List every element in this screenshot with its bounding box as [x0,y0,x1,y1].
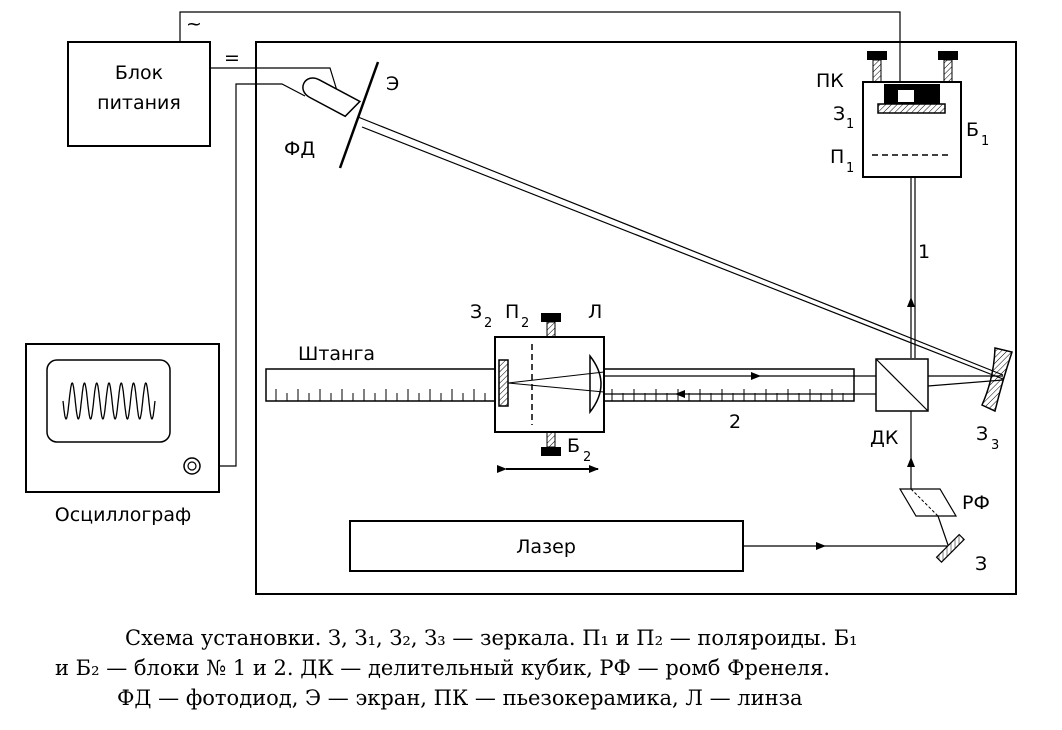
caption-line-3: ФД — фотодиод, Э — экран, ПК — пьезокера… [117,686,803,710]
mirror-1-element [877,103,946,114]
laser-label: Лазер [516,536,576,558]
photodiode-label: ФД [284,138,315,160]
photodiode [302,77,362,118]
rod-label: Штанга [298,343,375,365]
ac-symbol: ~ [186,13,202,35]
polarizer-1-label: П [830,146,844,168]
return-beam-b [361,126,1004,380]
screen-label: Э [386,73,399,95]
block-2-label: Б [567,435,580,457]
polarizer-2-sub: 2 [521,316,529,331]
mirror-3-sub: 3 [991,438,999,453]
oscilloscope-label: Осциллограф [55,504,192,526]
laser: Лазер [349,520,744,572]
block-1 [862,51,962,178]
oscilloscope-screen [46,359,171,443]
beam-cube [875,358,929,412]
block-1-sub: 1 [981,134,989,149]
beam-1-label: 1 [918,241,930,263]
mirror-2-element [498,359,509,407]
oscilloscope-waveform [62,382,156,420]
screen [338,61,380,169]
polarizer-1-sub: 1 [846,161,854,176]
polarizer-2-label: П [505,301,519,323]
fresnel-rhomb [898,488,958,517]
mirror-2-label: З [470,301,482,323]
block-2 [494,313,605,456]
figure-caption: Схема установки. З, З₁, З₂, З₃ — зеркала… [55,623,1025,713]
ac-wire [179,11,901,86]
mirror-2-sub: 2 [484,316,492,331]
mirror-3-element [981,347,1013,413]
oscilloscope [25,343,220,493]
lens-label: Л [588,301,602,323]
beam-cube-label: ДК [870,427,899,449]
return-beam-a [357,116,1004,376]
beam-2-label: 2 [729,411,741,433]
caption-line-1: Схема установки. З, З₁, З₂, З₃ — зеркала… [125,626,858,650]
piezo-label: ПК [816,70,844,92]
mirror-element [935,533,965,563]
power-supply-label-2: питания [97,92,181,114]
fresnel-rhomb-label: РФ [962,492,990,514]
mirror-label: З [975,553,987,575]
mirror-1-label: З [833,103,845,125]
setup-diagram: Блок питания ~ = ФД Э ПК З 1 Б 1 П 1 1 [25,11,1017,595]
dc-symbol: = [224,47,240,69]
dc-wire [210,67,339,95]
caption-line-2: и Б₂ — блоки № 1 и 2. ДК — делительный к… [55,656,831,680]
rod [265,368,855,402]
block-2-sub: 2 [583,450,591,465]
lens-element [589,353,602,415]
mirror-1-sub: 1 [846,117,854,132]
block-1-label: Б [966,119,979,141]
mirror-3-label: З [976,423,988,445]
signal-wire [192,83,306,467]
bench-frame [255,41,1017,595]
power-supply-label-1: Блок [115,62,163,84]
power-supply: Блок питания [67,41,211,147]
